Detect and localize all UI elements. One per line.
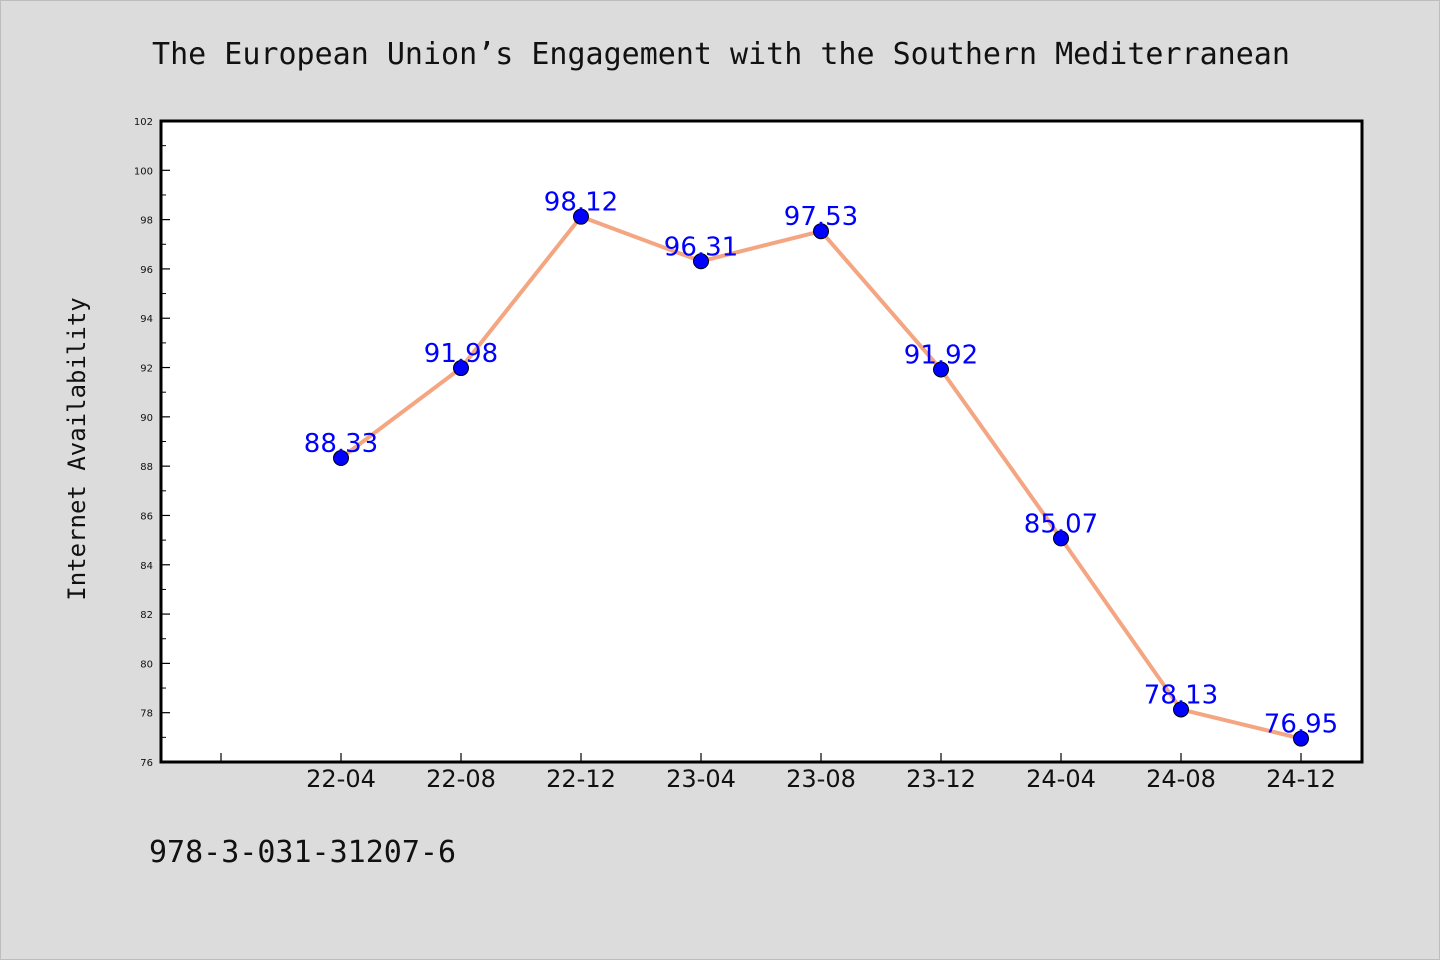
x-tick-label: 23-04	[666, 765, 736, 793]
y-tick-label: 102	[134, 117, 153, 128]
y-tick-label: 90	[140, 413, 153, 424]
x-tick-label: 23-08	[786, 765, 856, 793]
y-tick-label: 96	[140, 265, 153, 276]
data-label: 88.33	[304, 429, 378, 459]
y-tick-label: 100	[134, 166, 153, 177]
data-point	[933, 361, 949, 378]
data-point	[1293, 730, 1309, 747]
data-label: 97.53	[784, 202, 858, 232]
x-tick-label: 22-12	[546, 765, 616, 793]
y-tick-label: 88	[140, 462, 153, 473]
data-labels: 88.33 91.98 98.12 96.31 97.53 91.92 85.07 78.13…	[304, 188, 1338, 740]
data-label: 78.13	[1144, 680, 1218, 710]
y-tick-label: 94	[140, 314, 153, 325]
x-tick-label: 24-12	[1266, 765, 1336, 793]
y-tick-label: 78	[140, 709, 153, 720]
data-label: 76.95	[1264, 710, 1338, 740]
y-tick-label: 98	[140, 216, 153, 227]
x-tick-label: 22-08	[426, 765, 496, 793]
x-axis-ticks: 22-04 22-08 22-12 23-04 23-08 23-12 24-04 24-08…	[220, 753, 1336, 793]
y-tick-label: 80	[140, 659, 153, 670]
data-label: 96.31	[664, 232, 738, 262]
y-axis-ticks: 76 78 80 82 84 86 88 90 92 94 96 98 100 102	[134, 117, 170, 769]
data-label: 98.12	[544, 188, 618, 218]
y-tick-label: 92	[140, 364, 153, 375]
chart-title: The European Union’s Engagement with the…	[152, 37, 1290, 72]
data-point	[573, 208, 589, 225]
data-point	[333, 450, 349, 467]
x-tick-label: 22-04	[306, 765, 376, 793]
data-point	[813, 223, 829, 240]
data-label: 91.98	[424, 339, 498, 369]
y-tick-label: 82	[140, 610, 153, 621]
data-points	[333, 208, 1309, 747]
isbn-footer: 978-3-031-31207-6	[149, 835, 457, 870]
x-tick-label: 24-08	[1146, 765, 1216, 793]
y-tick-label: 86	[140, 511, 153, 522]
data-point	[453, 360, 469, 377]
data-point	[1053, 530, 1069, 547]
x-tick-label: 23-12	[906, 765, 976, 793]
y-tick-label: 76	[140, 758, 153, 769]
y-tick-label: 84	[140, 561, 153, 572]
data-point	[1173, 701, 1189, 718]
data-point	[693, 253, 709, 270]
data-label: 91.92	[904, 341, 978, 371]
data-label: 85.07	[1024, 509, 1098, 539]
x-tick-label: 24-04	[1026, 765, 1096, 793]
